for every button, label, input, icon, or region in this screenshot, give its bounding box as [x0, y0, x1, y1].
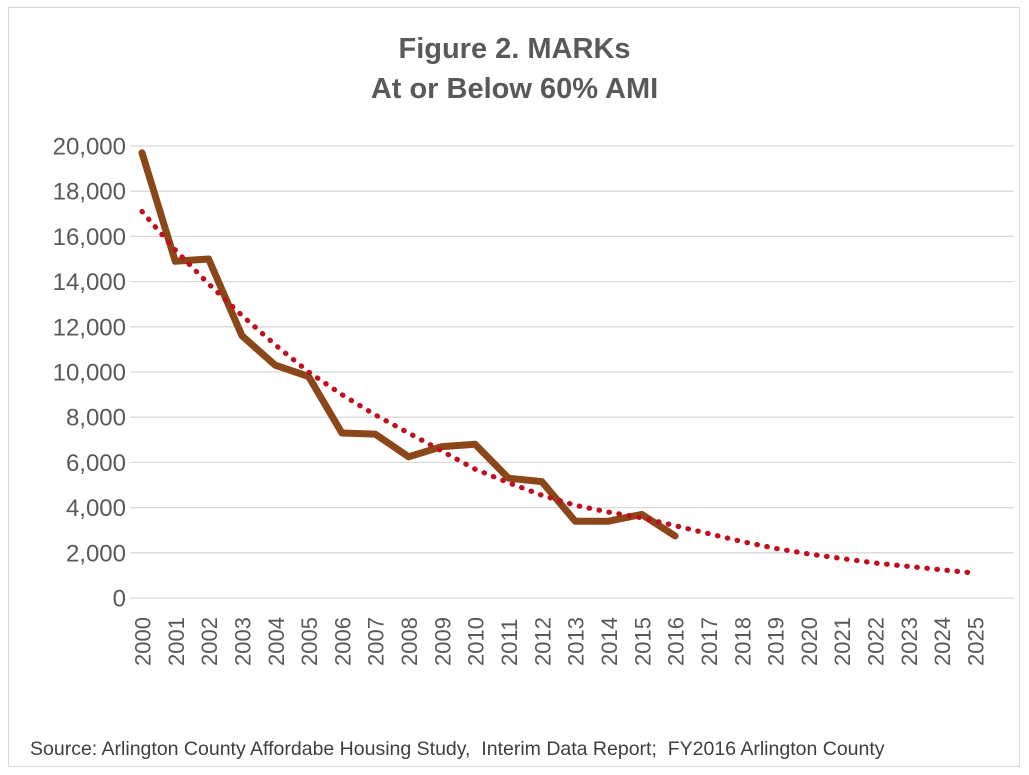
x-tick-label: 2001	[164, 617, 189, 666]
y-tick-label: 10,000	[53, 360, 126, 387]
x-tick-label: 2017	[697, 617, 722, 666]
x-tick-label: 2003	[231, 617, 256, 666]
x-tick-label: 2015	[630, 617, 655, 666]
y-tick-label: 18,000	[53, 179, 126, 206]
x-tick-label: 2023	[897, 617, 922, 666]
source-note: Source: Arlington County Affordabe Housi…	[30, 682, 970, 775]
x-tick-label: 2024	[930, 617, 955, 666]
y-tick-label: 2,000	[66, 540, 126, 567]
source-note-line1: Source: Arlington County Affordabe Housi…	[30, 738, 885, 760]
x-tick-label: 2000	[131, 617, 156, 666]
chart-title-line1: Figure 2. MARKs	[398, 33, 631, 65]
y-tick-label: 0	[113, 586, 126, 613]
x-tick-label: 2002	[197, 617, 222, 666]
x-tick-label: 2008	[397, 617, 422, 666]
x-tick-label: 2007	[364, 617, 389, 666]
trendline-path	[139, 208, 978, 576]
y-tick-label: 12,000	[53, 314, 126, 341]
x-tick-label: 2014	[597, 617, 622, 666]
y-tick-label: 14,000	[53, 269, 126, 296]
x-tick-label: 2006	[330, 617, 355, 666]
x-tick-label: 2009	[430, 617, 455, 666]
chart-title-line2: At or Below 60% AMI	[370, 73, 659, 105]
x-tick-label: 2022	[864, 617, 889, 666]
y-tick-label: 6,000	[66, 450, 126, 477]
x-tick-label: 2016	[664, 617, 689, 666]
chart-title: Figure 2. MARKs At or Below 60% AMI	[0, 29, 1029, 109]
y-tick-label: 16,000	[53, 224, 126, 251]
x-tick-label: 2019	[764, 617, 789, 666]
x-tick-label: 2020	[797, 617, 822, 666]
x-tick-label: 2011	[497, 619, 522, 666]
actual-series-line	[138, 149, 679, 540]
y-tick-label: 8,000	[66, 405, 126, 432]
y-tick-label: 20,000	[53, 134, 126, 161]
y-tick-label: 4,000	[66, 495, 126, 522]
x-tick-label: 2004	[264, 617, 289, 666]
x-tick-label: 2010	[464, 617, 489, 666]
x-tick-label: 2013	[564, 617, 589, 666]
x-tick-label: 2012	[530, 617, 555, 666]
x-tick-label: 2018	[730, 617, 755, 666]
x-tick-label: 2021	[830, 617, 855, 666]
x-tick-label: 2025	[964, 617, 989, 666]
x-tick-label: 2005	[297, 617, 322, 666]
